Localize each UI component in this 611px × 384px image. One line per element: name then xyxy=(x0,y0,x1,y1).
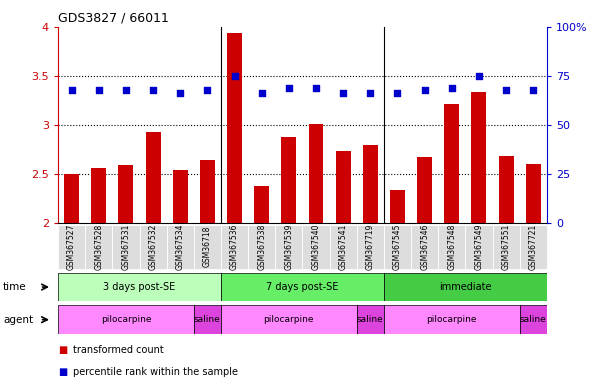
Point xyxy=(420,86,430,93)
Bar xyxy=(254,185,269,223)
Text: GSM367532: GSM367532 xyxy=(148,223,158,270)
Bar xyxy=(276,225,302,269)
Text: GSM367721: GSM367721 xyxy=(529,223,538,270)
Bar xyxy=(58,273,221,301)
Bar xyxy=(282,137,296,223)
Bar xyxy=(384,225,411,269)
Point xyxy=(121,86,131,93)
Bar xyxy=(221,305,357,334)
Text: 3 days post-SE: 3 days post-SE xyxy=(103,282,175,292)
Bar xyxy=(248,225,276,269)
Text: saline: saline xyxy=(194,315,221,324)
Point xyxy=(284,84,294,91)
Text: ■: ■ xyxy=(58,367,67,377)
Bar xyxy=(384,273,547,301)
Bar xyxy=(173,170,188,223)
Bar xyxy=(194,305,221,334)
Bar xyxy=(363,146,378,223)
Text: 7 days post-SE: 7 days post-SE xyxy=(266,282,338,292)
Point xyxy=(202,86,212,93)
Text: saline: saline xyxy=(520,315,547,324)
Point xyxy=(67,86,76,93)
Point xyxy=(257,90,266,96)
Bar xyxy=(357,305,384,334)
Point xyxy=(447,84,456,91)
Bar xyxy=(200,160,215,223)
Text: GSM367534: GSM367534 xyxy=(176,223,185,270)
Text: GSM36718: GSM36718 xyxy=(203,226,212,267)
Text: percentile rank within the sample: percentile rank within the sample xyxy=(73,367,238,377)
Bar xyxy=(167,225,194,269)
Text: pilocarpine: pilocarpine xyxy=(101,315,151,324)
Text: GSM367539: GSM367539 xyxy=(284,223,293,270)
Bar xyxy=(444,104,459,223)
Point xyxy=(529,86,538,93)
Text: GSM367531: GSM367531 xyxy=(122,223,130,270)
Bar xyxy=(384,305,520,334)
Text: GDS3827 / 66011: GDS3827 / 66011 xyxy=(58,12,169,25)
Bar xyxy=(472,91,486,223)
Text: GSM367540: GSM367540 xyxy=(312,223,321,270)
Bar xyxy=(466,225,492,269)
Bar xyxy=(227,33,242,223)
Point xyxy=(148,86,158,93)
Point xyxy=(365,90,375,96)
Bar xyxy=(520,225,547,269)
Bar xyxy=(194,225,221,269)
Bar xyxy=(390,190,405,223)
Bar xyxy=(221,225,248,269)
Text: pilocarpine: pilocarpine xyxy=(263,315,314,324)
Point xyxy=(230,73,240,79)
Bar xyxy=(221,273,384,301)
Bar xyxy=(64,174,79,223)
Bar xyxy=(58,305,194,334)
Text: GSM367541: GSM367541 xyxy=(338,223,348,270)
Point xyxy=(94,86,104,93)
Text: GSM367538: GSM367538 xyxy=(257,223,266,270)
Bar xyxy=(335,151,351,223)
Bar xyxy=(417,157,432,223)
Bar xyxy=(85,225,112,269)
Text: time: time xyxy=(3,282,27,292)
Text: GSM367548: GSM367548 xyxy=(447,223,456,270)
Text: GSM367551: GSM367551 xyxy=(502,223,511,270)
Bar xyxy=(438,225,466,269)
Bar xyxy=(58,225,85,269)
Text: saline: saline xyxy=(357,315,384,324)
Bar xyxy=(119,165,133,223)
Text: GSM367545: GSM367545 xyxy=(393,223,402,270)
Bar xyxy=(302,225,329,269)
Text: transformed count: transformed count xyxy=(73,345,164,355)
Point xyxy=(338,90,348,96)
Text: GSM367546: GSM367546 xyxy=(420,223,429,270)
Text: GSM367536: GSM367536 xyxy=(230,223,239,270)
Bar xyxy=(411,225,438,269)
Bar xyxy=(145,132,161,223)
Text: agent: agent xyxy=(3,314,33,325)
Bar xyxy=(91,168,106,223)
Text: GSM367528: GSM367528 xyxy=(94,223,103,270)
Bar xyxy=(499,156,514,223)
Bar xyxy=(112,225,139,269)
Point xyxy=(393,90,403,96)
Text: ■: ■ xyxy=(58,345,67,355)
Point xyxy=(501,86,511,93)
Text: GSM367527: GSM367527 xyxy=(67,223,76,270)
Bar xyxy=(520,305,547,334)
Point xyxy=(474,73,484,79)
Text: GSM367719: GSM367719 xyxy=(366,223,375,270)
Text: immediate: immediate xyxy=(439,282,492,292)
Point xyxy=(175,90,185,96)
Bar xyxy=(309,124,323,223)
Text: pilocarpine: pilocarpine xyxy=(426,315,477,324)
Bar xyxy=(492,225,520,269)
Bar xyxy=(526,164,541,223)
Point xyxy=(311,84,321,91)
Text: GSM367549: GSM367549 xyxy=(475,223,483,270)
Bar xyxy=(357,225,384,269)
Bar xyxy=(139,225,167,269)
Bar xyxy=(329,225,357,269)
